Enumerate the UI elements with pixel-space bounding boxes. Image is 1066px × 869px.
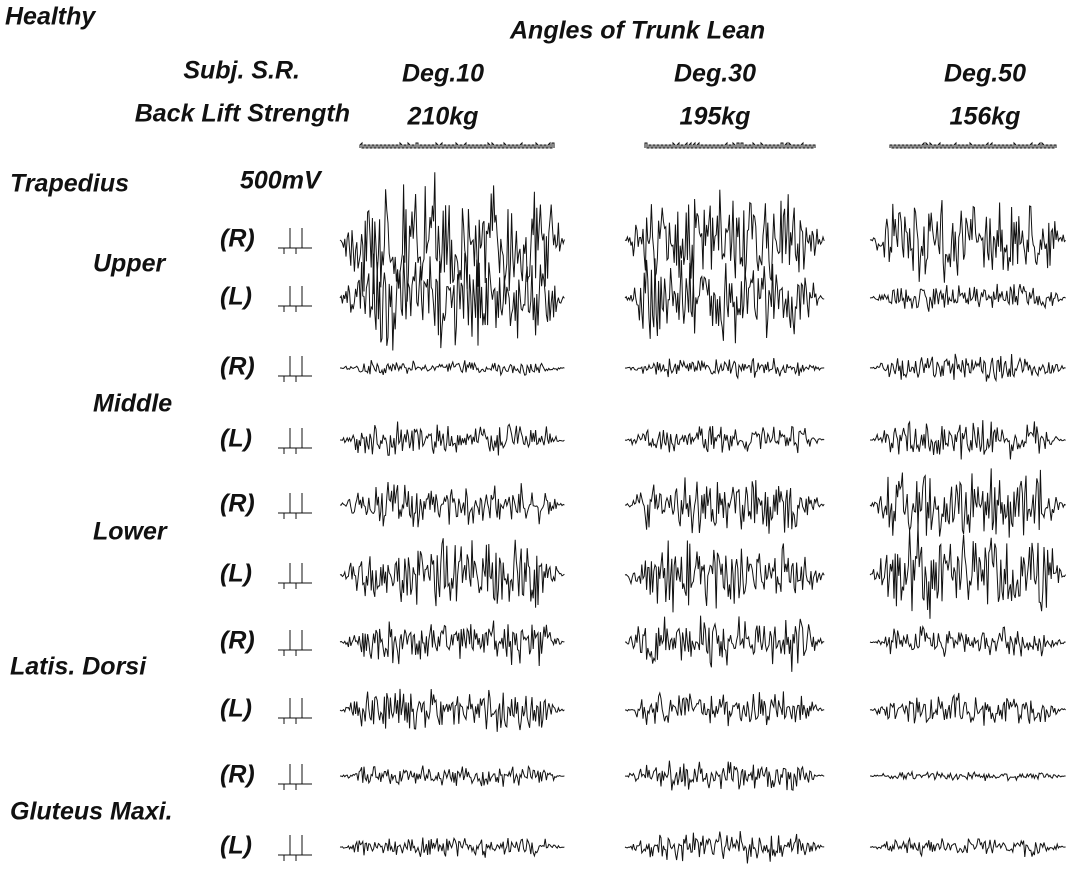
side-label: (R) xyxy=(220,225,255,253)
emg-trace xyxy=(870,525,1066,619)
calibration-glyph xyxy=(278,698,312,724)
calibration-glyph xyxy=(278,493,312,519)
emg-trace xyxy=(340,621,564,667)
calibration-glyph xyxy=(278,835,312,861)
figure-title: Angles of Trunk Lean xyxy=(509,17,765,45)
side-label: (L) xyxy=(220,283,252,311)
emg-trace xyxy=(625,541,824,613)
column-strength: 210kg xyxy=(407,103,479,131)
muscle-label: Gluteus Maxi. xyxy=(10,798,173,826)
column-strength: 195kg xyxy=(680,103,751,131)
scale-label: 500mV xyxy=(240,167,323,195)
emg-trace xyxy=(340,422,564,456)
calibration-glyph xyxy=(278,428,312,454)
emg-trace xyxy=(870,200,1066,283)
emg-trace xyxy=(625,258,824,343)
muscle-label: Latis. Dorsi xyxy=(10,653,147,681)
emg-trace xyxy=(625,616,824,672)
side-label: (R) xyxy=(220,761,255,789)
calibration-glyph xyxy=(278,356,312,382)
muscle-label: Upper xyxy=(93,250,167,278)
side-label: (L) xyxy=(220,695,252,723)
time-marker xyxy=(360,143,554,148)
emg-trace xyxy=(870,772,1066,781)
side-label: (L) xyxy=(220,560,252,588)
emg-trace xyxy=(340,172,564,301)
emg-trace xyxy=(870,468,1066,537)
muscle-label: Trapedius xyxy=(10,170,129,198)
emg-trace xyxy=(870,838,1066,857)
emg-trace xyxy=(625,831,824,863)
side-label: (L) xyxy=(220,425,252,453)
emg-trace xyxy=(625,761,824,791)
side-label: (R) xyxy=(220,490,255,518)
emg-trace xyxy=(625,477,824,533)
emg-trace xyxy=(340,766,564,787)
time-marker xyxy=(890,143,1056,148)
strength-label: Back Lift Strength xyxy=(135,100,350,128)
calibration-glyph xyxy=(278,630,312,656)
emg-trace xyxy=(340,482,564,527)
column-angle: Deg.30 xyxy=(674,60,756,88)
emg-trace xyxy=(340,538,564,608)
time-marker xyxy=(645,143,815,148)
subject-label: Subj. S.R. xyxy=(183,57,300,85)
emg-trace xyxy=(625,426,824,453)
page: {"group": "Healthy", "title": "Angles of… xyxy=(0,0,1066,869)
emg-trace xyxy=(870,626,1066,656)
muscle-label: Lower xyxy=(93,518,168,546)
muscle-label: Middle xyxy=(93,390,172,418)
emg-trace xyxy=(340,360,564,375)
figure: Healthy Angles of Trunk Lean Subj. S.R. … xyxy=(0,0,1066,869)
column-angle: Deg.10 xyxy=(402,60,484,88)
side-label: (L) xyxy=(220,832,252,860)
side-label: (R) xyxy=(220,627,255,655)
calibration-glyph xyxy=(278,286,312,312)
emg-trace xyxy=(625,691,824,726)
calibration-glyph xyxy=(278,228,312,254)
calibration-glyph xyxy=(278,764,312,790)
emg-trace xyxy=(340,689,564,732)
emg-trace xyxy=(625,358,824,378)
emg-trace xyxy=(340,838,564,858)
column-strength: 156kg xyxy=(950,103,1021,131)
emg-trace xyxy=(870,354,1066,382)
emg-trace xyxy=(870,420,1066,459)
calibration-glyph xyxy=(278,563,312,589)
emg-trace xyxy=(870,693,1066,726)
side-label: (R) xyxy=(220,353,255,381)
group-label: Healthy xyxy=(5,3,96,31)
emg-trace xyxy=(870,284,1066,312)
column-angle: Deg.50 xyxy=(944,60,1026,88)
